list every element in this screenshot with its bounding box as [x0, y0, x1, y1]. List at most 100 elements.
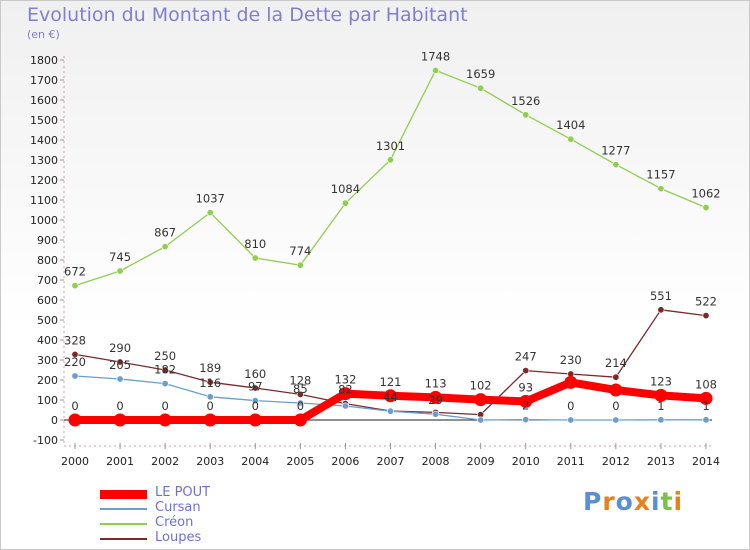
data-point: [71, 282, 79, 290]
data-label: 774: [289, 244, 311, 258]
data-point: [116, 358, 124, 366]
y-tick-label: 200: [37, 374, 58, 387]
data-point: [432, 66, 440, 74]
series-line-créon: [74, 69, 707, 287]
data-label: 189: [199, 361, 221, 375]
x-tick-label: 2009: [467, 455, 495, 468]
data-label: 810: [244, 237, 266, 251]
x-tick-label: 2004: [241, 455, 269, 468]
chart-title: Evolution du Montant de la Dette par Hab…: [27, 4, 468, 26]
data-label: 85: [293, 382, 308, 396]
data-label: 0: [612, 399, 619, 413]
data-point: [341, 199, 349, 207]
logo-letter: i: [651, 487, 661, 516]
x-tick-label: 2011: [557, 455, 585, 468]
data-point: [296, 390, 304, 398]
data-label: 1: [702, 399, 709, 413]
data-point: [564, 375, 578, 389]
data-label: 121: [380, 375, 402, 389]
data-label: 0: [71, 399, 78, 413]
y-tick-label: 1800: [30, 54, 58, 67]
data-point: [296, 261, 304, 269]
y-tick-label: 800: [37, 254, 58, 267]
data-label: 250: [154, 349, 176, 363]
legend-swatch: [100, 508, 147, 510]
y-tick-label: 1600: [30, 94, 58, 107]
data-label: 0: [252, 399, 259, 413]
data-point: [203, 413, 217, 427]
data-point: [702, 416, 710, 424]
data-point: [71, 350, 79, 358]
data-point: [161, 243, 169, 251]
data-label: 1: [657, 399, 664, 413]
x-tick-label: 2008: [422, 455, 450, 468]
series-lines: [68, 66, 713, 427]
y-tick-label: 1200: [30, 174, 58, 187]
data-label: 113: [425, 376, 447, 390]
data-point: [702, 204, 710, 212]
x-tick-label: 2007: [377, 455, 405, 468]
data-point: [251, 397, 259, 405]
data-point: [296, 399, 304, 407]
data-label: 1526: [511, 94, 540, 108]
data-point: [113, 413, 127, 427]
data-label: 44: [383, 390, 398, 404]
data-point: [248, 413, 262, 427]
y-tick-label: 500: [37, 314, 58, 327]
legend-label: LE POUT: [155, 485, 211, 500]
data-label: 0: [207, 399, 214, 413]
data-label: 1084: [331, 182, 360, 196]
data-label: 82: [338, 383, 353, 397]
data-point: [612, 373, 620, 381]
data-point: [612, 161, 620, 169]
data-label: 1157: [646, 168, 675, 182]
data-point: [477, 416, 485, 424]
data-point: [702, 312, 710, 320]
data-point: [657, 185, 665, 193]
data-label: 328: [64, 333, 86, 347]
data-point: [206, 209, 214, 217]
x-tick-label: 2010: [512, 455, 540, 468]
data-label: 290: [109, 341, 131, 355]
legend-swatch: [100, 490, 147, 499]
data-label: 247: [515, 350, 537, 364]
data-point: [432, 410, 440, 418]
data-point: [206, 378, 214, 386]
data-point: [293, 413, 307, 427]
legend-swatch: [100, 523, 147, 525]
data-label: 116: [199, 376, 221, 390]
data-point: [116, 267, 124, 275]
x-tick-label: 2006: [331, 455, 359, 468]
legend-swatch: [100, 538, 147, 540]
data-point: [251, 254, 259, 262]
data-label: 182: [154, 363, 176, 377]
x-tick-label: 2001: [106, 455, 134, 468]
x-tick-label: 2012: [602, 455, 630, 468]
y-tick-label: 300: [37, 354, 58, 367]
data-point: [429, 390, 443, 404]
data-point: [71, 372, 79, 380]
data-label: 220: [64, 355, 86, 369]
logo-letter: x: [633, 487, 651, 516]
data-label: 123: [650, 374, 672, 388]
y-tick-label: 1000: [30, 214, 58, 227]
data-point: [384, 389, 397, 403]
y-tick-label: 400: [37, 334, 58, 347]
data-label: 2: [522, 399, 529, 413]
data-label: 0: [161, 399, 168, 413]
x-tick-label: 2005: [286, 455, 314, 468]
data-point: [116, 375, 124, 383]
logo-letter: i: [673, 487, 684, 516]
data-point: [477, 84, 485, 92]
data-label: 551: [650, 289, 672, 303]
data-point: [657, 306, 665, 314]
data-label: 29: [428, 393, 443, 407]
data-label: 1037: [196, 192, 225, 206]
axes: -100010020030040050060070080090010001100…: [30, 54, 720, 468]
x-tick-label: 2013: [647, 455, 675, 468]
data-point: [68, 413, 82, 427]
data-point: [161, 380, 169, 388]
logo-letter: r: [602, 487, 616, 516]
proxiti-logo: Proxiti: [583, 487, 683, 516]
